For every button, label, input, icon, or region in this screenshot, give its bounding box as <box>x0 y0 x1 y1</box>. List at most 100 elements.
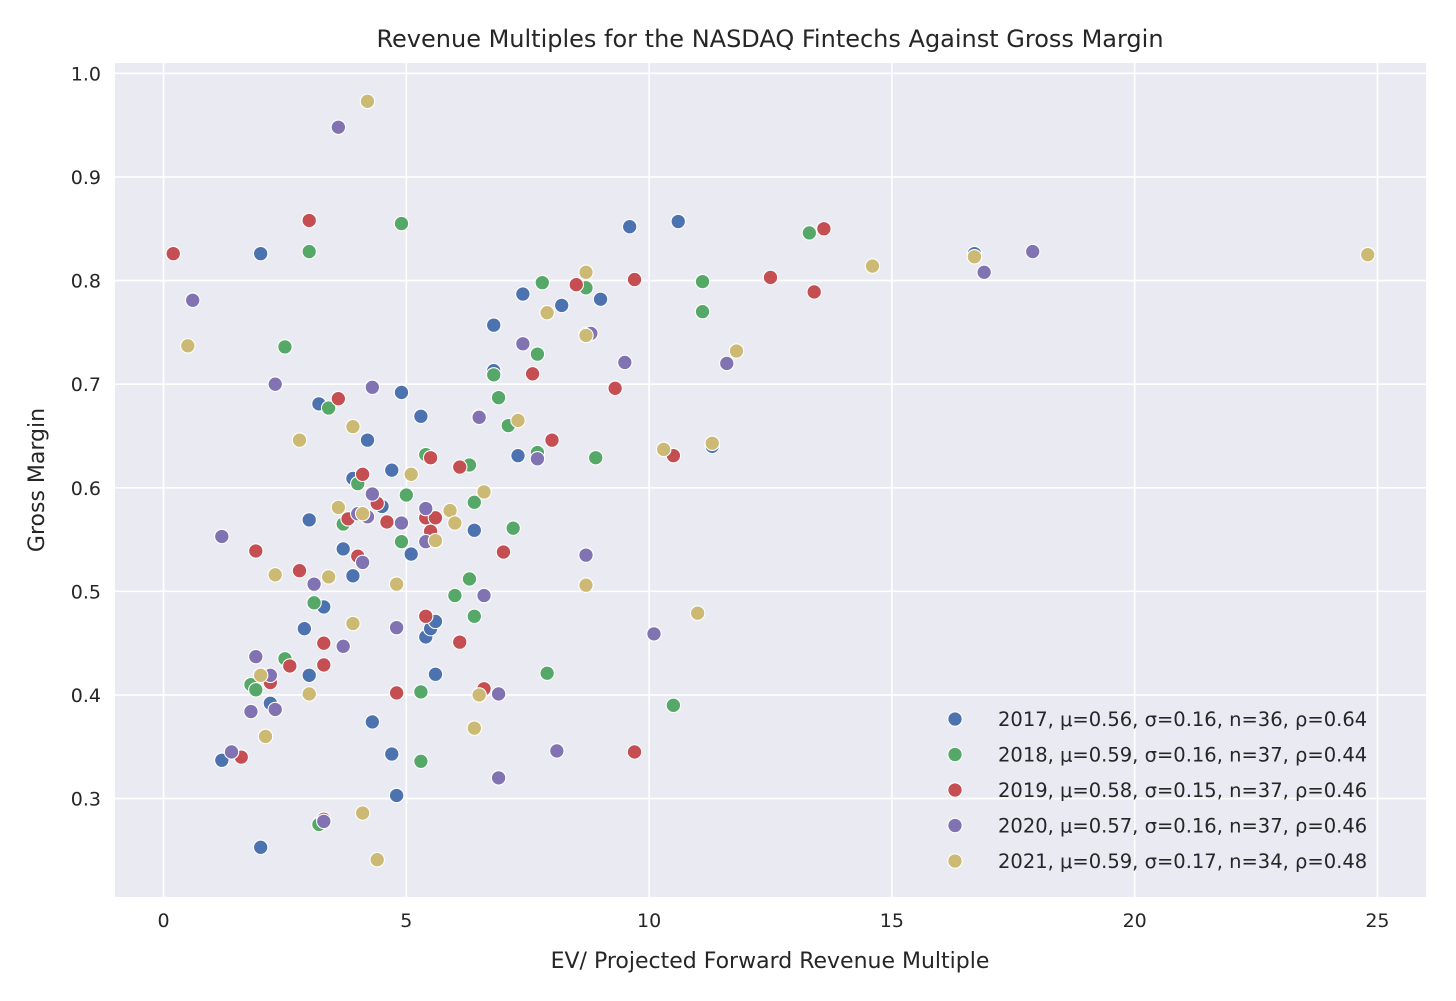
data-point <box>485 367 502 383</box>
data-point <box>335 638 351 655</box>
data-point <box>388 576 405 592</box>
data-point <box>466 494 483 511</box>
data-point <box>165 245 182 262</box>
data-point <box>801 225 818 241</box>
series-1 <box>243 215 818 833</box>
x-tick-label: 25 <box>1365 910 1389 932</box>
y-tick-label: 0.8 <box>71 271 101 293</box>
data-point <box>422 449 439 466</box>
data-point <box>466 720 483 736</box>
plot-area <box>115 63 1426 897</box>
data-point <box>966 248 983 265</box>
data-point <box>252 839 269 856</box>
x-tick-label: 0 <box>158 910 170 932</box>
data-point <box>364 486 381 502</box>
x-tick-label: 10 <box>637 910 661 932</box>
data-point <box>418 500 434 517</box>
data-point <box>451 634 468 650</box>
data-point <box>549 743 565 759</box>
legend-marker <box>947 746 963 763</box>
data-point <box>354 805 371 821</box>
data-point <box>252 245 269 262</box>
data-point <box>471 409 487 426</box>
data-point <box>301 686 317 702</box>
data-point <box>578 577 594 593</box>
data-point <box>301 212 317 229</box>
data-point <box>418 608 434 624</box>
data-point <box>316 657 332 673</box>
data-point <box>267 701 283 718</box>
data-point <box>277 339 293 355</box>
data-point <box>864 258 881 274</box>
data-point <box>466 608 483 624</box>
legend-marker <box>947 782 963 798</box>
y-axis-label: Gross Margin <box>25 408 50 552</box>
data-point <box>626 744 643 760</box>
y-tick-label: 0.4 <box>71 685 101 707</box>
data-point <box>345 615 361 632</box>
data-point <box>267 376 283 392</box>
data-point <box>388 787 405 804</box>
data-point <box>403 466 419 483</box>
y-tick-label: 0.3 <box>71 789 101 811</box>
data-point <box>510 447 526 464</box>
data-point <box>223 744 240 760</box>
data-point <box>689 605 706 621</box>
data-point <box>345 418 361 435</box>
data-point <box>354 554 371 571</box>
data-point <box>320 400 337 416</box>
data-point <box>252 667 269 684</box>
data-point <box>427 532 444 549</box>
data-point <box>296 620 313 637</box>
data-point <box>184 292 201 308</box>
data-point <box>301 243 317 260</box>
data-point <box>306 595 322 611</box>
data-point <box>524 366 541 382</box>
data-point <box>359 432 376 448</box>
data-point <box>330 499 347 516</box>
data-point <box>306 576 322 592</box>
data-point <box>413 684 429 700</box>
data-point <box>539 304 555 321</box>
data-point <box>393 533 410 550</box>
data-point <box>354 505 371 522</box>
data-point <box>447 587 463 604</box>
data-point <box>568 276 585 293</box>
data-point <box>646 626 662 642</box>
data-point <box>476 484 492 500</box>
legend-label: 2019, μ=0.58, σ=0.15, n=37, ρ=0.46 <box>998 779 1367 802</box>
data-point <box>330 390 347 407</box>
data-point <box>384 462 400 478</box>
data-point <box>529 346 546 362</box>
data-point <box>301 667 317 684</box>
data-point <box>476 587 492 604</box>
series-4 <box>180 93 1376 868</box>
data-point <box>578 264 594 281</box>
data-point <box>301 512 317 528</box>
data-point <box>413 753 429 770</box>
data-point <box>490 389 507 406</box>
data-point <box>694 273 711 290</box>
data-point <box>578 327 594 344</box>
legend-label: 2021, μ=0.59, σ=0.17, n=34, ρ=0.48 <box>998 850 1367 873</box>
data-point <box>447 515 463 531</box>
legend: 2017, μ=0.56, σ=0.16, n=36, ρ=0.64 2018, … <box>947 708 1367 873</box>
data-point <box>529 451 546 467</box>
data-point <box>248 682 264 698</box>
data-point <box>369 851 385 868</box>
data-point <box>413 408 429 425</box>
data-point <box>1359 246 1376 263</box>
data-point <box>320 569 337 585</box>
chart-title: Revenue Multiples for the NASDAQ Fintech… <box>376 25 1163 53</box>
data-point <box>388 685 405 701</box>
y-tick-label: 0.5 <box>71 581 101 603</box>
data-point <box>490 770 507 786</box>
data-point <box>694 303 711 320</box>
data-point <box>354 466 371 483</box>
data-points <box>165 93 1376 868</box>
x-tick-labels: 0 5 10 15 20 25 <box>158 910 1390 932</box>
legend-label: 2018, μ=0.59, σ=0.16, n=37, ρ=0.44 <box>998 744 1367 767</box>
data-point <box>243 703 259 720</box>
data-point <box>398 487 415 503</box>
